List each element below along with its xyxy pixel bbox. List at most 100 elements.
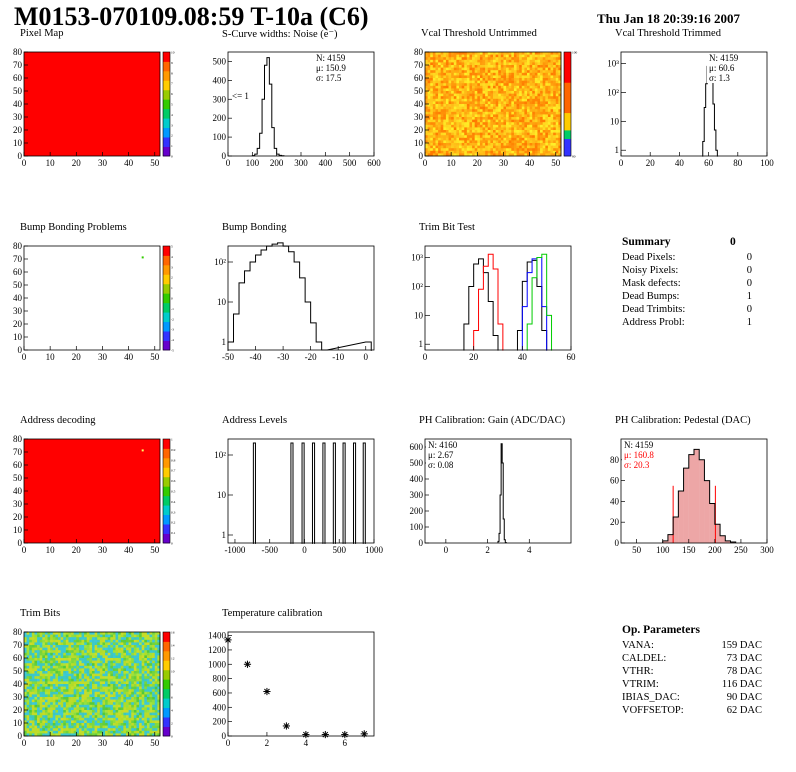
vcal-untrimmed-zbar-seg <box>564 73 571 79</box>
trim-bits-cell <box>92 665 95 669</box>
vcal-untrimmed-cell <box>527 83 530 87</box>
vcal-trimmed-xtick-label: 40 <box>675 158 685 168</box>
vcal-untrimmed-cell <box>537 150 541 154</box>
vcal-untrimmed-cell <box>503 62 507 66</box>
trim-bits-cell <box>123 650 127 654</box>
trim-bits-cell <box>133 645 137 648</box>
vcal-untrimmed-cell <box>490 65 494 68</box>
trim-bits-cell <box>78 730 82 734</box>
vcal-untrimmed-cell <box>490 98 494 102</box>
trim-bits-cell <box>141 673 145 677</box>
vcal-untrimmed-cell <box>540 143 543 146</box>
trim-bits-cell <box>29 686 33 690</box>
vcal-untrimmed-cell <box>524 117 528 120</box>
vcal-untrimmed-cell <box>487 148 491 152</box>
scurve-widths-xtick-label: 100 <box>246 158 260 168</box>
trim-bits-cell <box>63 668 67 672</box>
vcal-untrimmed-cell <box>482 119 486 123</box>
trim-bits-cell <box>105 684 108 687</box>
trim-bits-cell <box>139 639 142 643</box>
trim-bits-cell <box>71 730 74 734</box>
trim-bits-cell <box>68 684 72 687</box>
trim-bits-cell <box>58 699 61 703</box>
vcal-untrimmed-cell <box>432 72 436 76</box>
trim-bits-cell <box>42 645 46 648</box>
temperature-calibration-xtick-label: 6 <box>343 738 348 748</box>
ph-pedestal-bar <box>709 503 715 543</box>
vcal-untrimmed-cell <box>506 93 509 97</box>
vcal-untrimmed-cell <box>490 75 494 79</box>
vcal-untrimmed-cell <box>487 135 491 139</box>
pixel-map-zbar-seg <box>163 75 170 81</box>
vcal-untrimmed-cell <box>532 88 536 92</box>
vcal-untrimmed-cell <box>495 88 499 92</box>
vcal-untrimmed-cell <box>550 101 554 105</box>
trim-bits-cell <box>47 645 51 648</box>
vcal-untrimmed-cell <box>553 109 557 113</box>
vcal-untrimmed-ytick-label: 0 <box>419 151 424 161</box>
vcal-untrimmed-cell <box>485 122 489 126</box>
bump-bonding-problems-hot-pixel <box>141 256 144 259</box>
trim-bits-cell <box>47 707 51 711</box>
vcal-untrimmed-cell <box>443 124 447 128</box>
trim-bits-cell <box>29 730 33 734</box>
vcal-untrimmed-cell <box>495 70 499 74</box>
trim-bits-cell <box>128 715 132 719</box>
trim-bits-cell <box>47 704 51 708</box>
trim-bits-cell <box>92 655 95 659</box>
trim-bits-cell <box>154 665 158 669</box>
vcal-untrimmed-cell <box>479 93 483 97</box>
vcal-untrimmed-cell <box>508 62 512 66</box>
vcal-untrimmed-cell <box>425 153 428 157</box>
trim-bits-cell <box>81 632 85 635</box>
trim-bits-cell <box>24 694 27 698</box>
vcal-untrimmed-cell <box>435 145 439 149</box>
vcal-untrimmed-cell <box>529 57 533 61</box>
vcal-untrimmed-cell <box>529 150 533 154</box>
vcal-untrimmed-cell <box>456 54 460 58</box>
trim-bits-cell <box>110 681 114 685</box>
vcal-untrimmed-cell <box>466 62 470 66</box>
trim-bits-cell <box>76 678 80 682</box>
trim-bits-cell <box>112 673 116 677</box>
temperature-calibration-xtick-label: 4 <box>304 738 309 748</box>
vcal-untrimmed-cell <box>545 109 549 113</box>
trim-bits-cell <box>97 730 101 734</box>
vcal-untrimmed-cell <box>527 96 530 100</box>
vcal-untrimmed-cell <box>542 104 546 107</box>
vcal-untrimmed-cell <box>555 75 559 79</box>
trim-bits-cell <box>73 707 77 711</box>
trim-bits-cell <box>65 663 69 667</box>
trim-bits-cell <box>50 717 54 721</box>
vcal-untrimmed-cell <box>482 109 486 113</box>
trim-bits-cell <box>39 663 43 667</box>
address-decoding-ztick-label: 0.5 <box>171 490 176 494</box>
vcal-untrimmed-cell <box>511 104 515 107</box>
trim-bits-cell <box>24 715 27 719</box>
trim-bits-cell <box>89 697 93 700</box>
trim-bits-cell <box>89 730 93 734</box>
vcal-untrimmed-cell <box>469 114 473 118</box>
vcal-untrimmed-cell <box>482 137 486 141</box>
vcal-untrimmed-cell <box>464 122 468 126</box>
trim-bits-cell <box>118 733 122 737</box>
pixel-map-zbar-seg <box>163 99 170 105</box>
vcal-untrimmed-xtick-label: 50 <box>551 158 561 168</box>
trim-bits-cell <box>99 647 103 651</box>
ph-pedestal-bar <box>714 524 721 543</box>
vcal-untrimmed-cell <box>448 80 452 84</box>
vcal-untrimmed-cell <box>440 143 444 146</box>
trim-bits-cell <box>42 681 46 685</box>
vcal-untrimmed-cell <box>519 117 523 120</box>
trim-bits-cell <box>78 704 82 708</box>
vcal-untrimmed-cell <box>425 117 428 120</box>
trim-bits-cell <box>39 639 43 643</box>
vcal-untrimmed-cell <box>524 127 528 131</box>
vcal-untrimmed-cell <box>534 137 538 141</box>
temperature-calibration-point <box>282 722 290 730</box>
vcal-untrimmed-cell <box>438 88 441 92</box>
trim-bits-ytick-label: 80 <box>13 627 23 637</box>
trim-bits-cell <box>94 715 98 719</box>
vcal-untrimmed-cell <box>545 72 549 76</box>
vcal-untrimmed-cell <box>521 122 525 126</box>
